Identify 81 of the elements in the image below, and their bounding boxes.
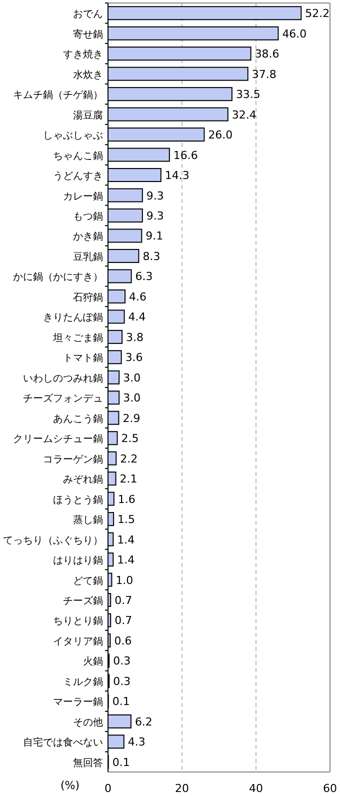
y-tick-label: てっちり（ふぐちり） <box>3 535 103 546</box>
y-tick-label: マーラー鍋 <box>53 697 103 708</box>
y-tick-label: おでん <box>73 9 103 20</box>
y-tick-label: すき焼き <box>63 48 103 61</box>
y-tick-label: イタリア鍋 <box>53 636 103 648</box>
data-label: 4.3 <box>128 736 146 749</box>
data-label: 0.7 <box>114 594 132 607</box>
y-tick-label: うどんすき <box>53 171 103 182</box>
y-tick-label: 火鍋 <box>83 656 103 668</box>
data-label: 0.7 <box>114 614 132 628</box>
data-label: 9.3 <box>146 209 164 222</box>
data-label: 4.6 <box>129 290 147 304</box>
data-label: 32.4 <box>232 108 256 122</box>
y-tick-label: 坦々ごま鍋 <box>52 332 103 344</box>
y-tick-label: その他 <box>73 716 103 728</box>
x-tick-label: 40 <box>249 782 263 795</box>
data-label: 52.2 <box>305 7 330 20</box>
data-label: 0.1 <box>112 695 130 708</box>
y-tick-label: コラーゲン鍋 <box>43 454 103 466</box>
data-label: 2.1 <box>120 472 138 486</box>
data-label: 2.9 <box>122 412 140 425</box>
y-tick-label: 石狩鍋 <box>73 291 103 304</box>
data-label: 3.0 <box>123 371 141 384</box>
y-tick-label: みぞれ鍋 <box>63 474 103 486</box>
data-label: 3.0 <box>123 392 141 405</box>
y-tick-label: いわしのつみれ鍋 <box>23 373 103 384</box>
y-tick-label: キムチ鍋（チゲ鍋） <box>13 90 103 102</box>
data-label: 6.3 <box>135 270 153 284</box>
y-tick-label: トマト鍋 <box>63 353 103 364</box>
y-tick-label: かに鍋（かにすき） <box>13 272 103 284</box>
data-label: 0.3 <box>113 674 131 688</box>
y-tick-label: 豆乳鍋 <box>73 250 103 263</box>
y-tick-label: ミルク鍋 <box>63 676 103 688</box>
y-tick-label: 無回答 <box>73 756 103 769</box>
y-tick-label: 湯豆腐 <box>73 109 103 122</box>
data-label: 1.6 <box>118 492 136 506</box>
y-tick-label: 寄せ鍋 <box>73 28 103 40</box>
x-axis-title: (%) <box>60 779 80 792</box>
x-tick-label: 0 <box>104 782 112 795</box>
data-label: 38.6 <box>254 48 280 61</box>
y-tick-label: ほうとう鍋 <box>53 494 103 506</box>
y-tick-label: チーズフォンデュ <box>23 392 103 405</box>
data-label: 2.5 <box>121 432 139 446</box>
x-tick-label: 60 <box>323 782 337 795</box>
data-label: 8.3 <box>142 250 160 263</box>
data-label: 26.0 <box>208 128 233 142</box>
data-label: 6.2 <box>134 715 152 728</box>
y-tick-label: かき鍋 <box>73 232 103 243</box>
data-label: 46.0 <box>282 27 307 40</box>
y-tick-label: ちりとり鍋 <box>53 616 103 628</box>
x-tick-label: 20 <box>175 782 189 795</box>
y-tick-label: 自宅では食べない <box>23 736 103 749</box>
data-label: 0.1 <box>112 756 130 769</box>
data-label: 37.8 <box>252 68 276 81</box>
data-label: 4.4 <box>128 310 146 324</box>
data-label: 9.3 <box>146 189 164 202</box>
data-label: 1.4 <box>117 554 135 567</box>
data-label: 2.2 <box>120 452 138 466</box>
y-tick-label: 水炊き <box>73 68 103 81</box>
data-label: 3.6 <box>125 351 143 364</box>
y-tick-label: どて鍋 <box>73 576 103 587</box>
y-tick-label: ちゃんこ鍋 <box>53 150 103 162</box>
data-label: 9.1 <box>146 230 164 243</box>
data-label: 1.0 <box>116 574 134 587</box>
data-label: 1.4 <box>117 533 135 546</box>
data-label: 3.8 <box>126 330 144 344</box>
data-label: 33.5 <box>236 88 260 102</box>
y-tick-label: 蒸し鍋 <box>73 514 103 526</box>
y-tick-label: もつ鍋 <box>73 211 103 222</box>
y-tick-label: しゃぶしゃぶ <box>43 130 103 142</box>
data-label: 1.5 <box>118 513 136 526</box>
y-tick-label: きりたんぽ鍋 <box>43 312 103 324</box>
y-tick-label: カレー鍋 <box>63 191 103 202</box>
y-tick-label: はりはり鍋 <box>53 556 103 567</box>
y-tick-label: あんこう鍋 <box>53 414 103 425</box>
data-label: 14.3 <box>164 169 190 182</box>
data-label: 16.6 <box>173 148 198 162</box>
y-tick-label: チーズ鍋 <box>63 594 103 607</box>
y-tick-label: クリームシチュー鍋 <box>13 434 103 446</box>
data-label: 0.6 <box>114 634 132 648</box>
data-label: 0.3 <box>113 654 131 668</box>
